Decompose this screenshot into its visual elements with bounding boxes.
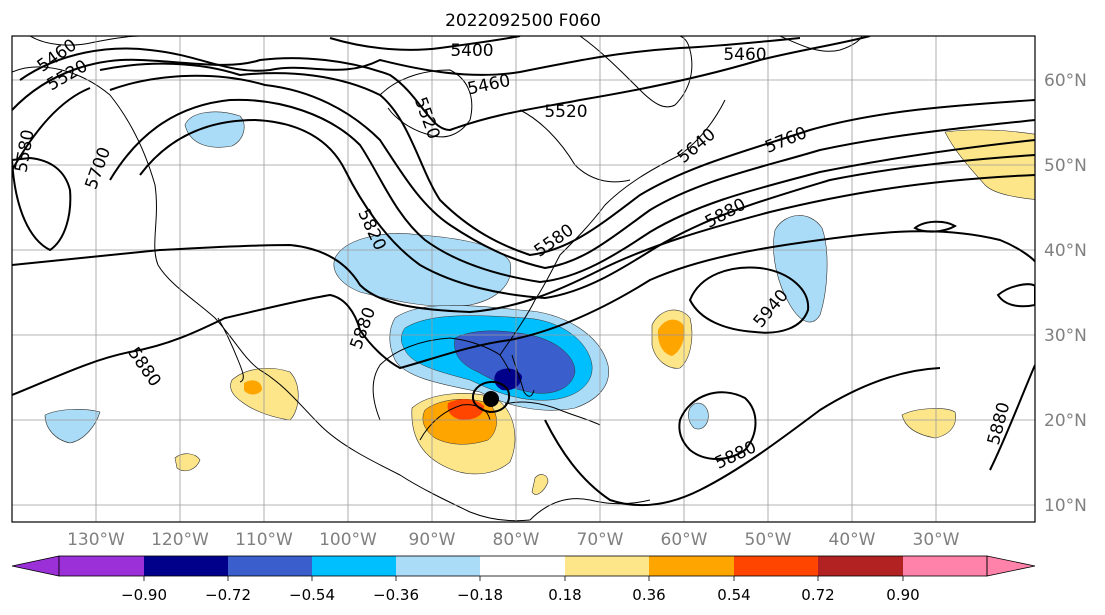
coastline-greenland: [579, 36, 693, 108]
colorbar-bin: [312, 556, 396, 576]
colorbar-bin: [396, 556, 480, 576]
colorbar-bin: [228, 556, 312, 576]
colorbar-tick-label: −0.36: [373, 586, 419, 604]
colorbar-extend-high: [986, 555, 1036, 577]
contour-5760: [139, 118, 1035, 300]
coastline-south-america: [529, 498, 651, 521]
contour-5520: [12, 36, 871, 132]
shade-orange-mexico-west: [244, 380, 262, 395]
latitude-tick-labels: 10°N 20°N 30°N 40°N 50°N 60°N: [1044, 71, 1087, 516]
lat-tick-label: 50°N: [1044, 156, 1087, 176]
lon-tick-label: 60°W: [661, 530, 708, 550]
lon-tick-label: 100°W: [319, 530, 377, 550]
colorbar-tick-label: −0.90: [121, 586, 167, 604]
colorbar-bin: [480, 556, 565, 576]
lat-tick-label: 10°N: [1044, 496, 1087, 516]
colorbar-tick-label: −0.72: [205, 586, 251, 604]
map-frame: [11, 35, 1036, 523]
colorbar-tick-label: 0.72: [801, 586, 834, 604]
lat-tick-label: 20°N: [1044, 411, 1087, 431]
coastline-gulf-of-mexico: [372, 337, 511, 421]
shade-orange-atlantic: [657, 319, 685, 356]
height-contours: [12, 36, 1035, 507]
lon-tick-label: 110°W: [235, 530, 293, 550]
colorbar-bin: [565, 556, 649, 576]
colorbar: −0.90 −0.72 −0.54 −0.36 −0.18 0.18 0.36 …: [11, 555, 1036, 604]
contour-label: 5460: [723, 45, 766, 65]
colorbar-tick-label: −0.18: [457, 586, 503, 604]
colorbar-bin: [818, 556, 903, 576]
contour-5400: [329, 36, 521, 51]
contour-5820: [12, 174, 1035, 314]
contour-5580: [99, 62, 1035, 257]
colorbar-tick-label: −0.54: [289, 586, 335, 604]
lon-tick-label: 80°W: [493, 530, 540, 550]
lat-tick-label: 40°N: [1044, 241, 1087, 261]
longitude-tick-labels: 130°W 120°W 110°W 100°W 90°W 80°W 70°W 6…: [67, 530, 960, 550]
lon-tick-label: 70°W: [577, 530, 624, 550]
coastline-baja-california: [217, 317, 244, 383]
contour-5880-atlantic-south: [678, 391, 757, 460]
contour-label: 5400: [450, 41, 493, 61]
coastline-us-east: [499, 99, 726, 356]
contour-5700: [109, 98, 1035, 284]
contour-5880-pacific-west: [12, 156, 72, 252]
contour-5940-atlantic: [688, 266, 810, 334]
coastline-north-america-west: [12, 66, 531, 522]
contour-5880-caribbean: [544, 367, 941, 507]
colorbar-bin: [734, 556, 818, 576]
colorbar-bin: [59, 556, 144, 576]
shade-light-blue-pacific: [44, 409, 101, 444]
colorbar-tick-label: 0.90: [886, 586, 919, 604]
shade-yellow-central-atlantic: [901, 408, 956, 439]
map-plot-area: 5400 5460 5460 5460 5520 5520 5520 5580 …: [12, 36, 1035, 522]
coastline-florida: [511, 354, 535, 397]
shade-light-blue-central-us: [333, 233, 512, 307]
contour-5880-east: [989, 364, 1035, 471]
shade-light-blue-small-atlantic: [688, 402, 709, 430]
contour-5880-main: [12, 230, 1035, 396]
contour-small-loop-east-2: [996, 283, 1035, 308]
shade-yellow-pacific-small: [174, 453, 201, 472]
colorbar-tick-label: 0.18: [548, 586, 581, 604]
coastline-canadian-archipelago: [29, 36, 141, 46]
lon-tick-label: 120°W: [151, 530, 209, 550]
lon-tick-label: 40°W: [829, 530, 876, 550]
colorbar-tick-label: 0.54: [717, 586, 750, 604]
lat-tick-label: 30°N: [1044, 326, 1087, 346]
lon-tick-label: 90°W: [409, 530, 456, 550]
lon-tick-label: 50°W: [745, 530, 792, 550]
colorbar-bin: [649, 556, 734, 576]
coastline-greenland-east: [779, 36, 863, 52]
shade-yellow-caribbean-small: [531, 474, 549, 495]
colorbar-bin: [903, 556, 987, 576]
storm-center-marker: [483, 391, 499, 407]
colorbar-tick-label: 0.36: [632, 586, 665, 604]
contour-5460: [19, 37, 801, 81]
coastline-yucatan: [419, 404, 491, 441]
coastline-cuba: [504, 401, 601, 426]
lat-tick-label: 60°N: [1044, 71, 1087, 91]
shade-light-blue-northwest: [184, 111, 245, 148]
contour-5580-west: [12, 87, 91, 171]
figure-title: 2022092500 F060: [445, 11, 601, 31]
contour-small-loop-east: [913, 220, 957, 233]
lon-tick-label: 130°W: [67, 530, 125, 550]
contour-storm-ring: [472, 381, 510, 414]
colorbar-bin: [144, 556, 228, 576]
colorbar-extend-low: [11, 555, 60, 577]
lon-tick-label: 30°W: [913, 530, 960, 550]
contour-5640: [109, 74, 1035, 270]
shade-light-blue-atlantic: [773, 215, 828, 323]
graticule: [12, 36, 1035, 522]
contour-label: 5520: [544, 102, 587, 122]
coastline-hudson-bay: [379, 69, 473, 138]
colorbar-outline: [58, 555, 988, 577]
